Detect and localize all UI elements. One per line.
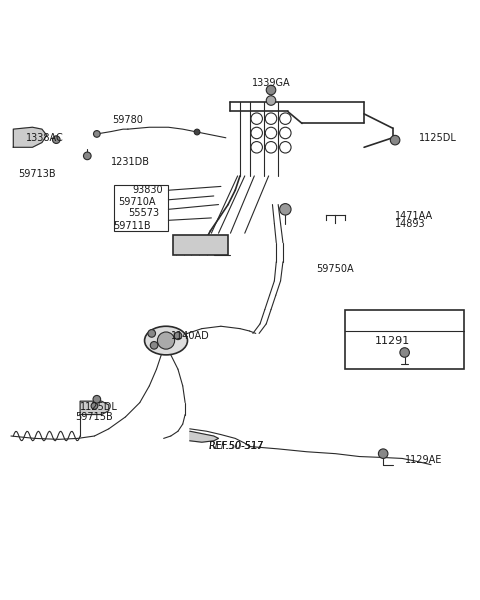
Text: 1338AC: 1338AC — [25, 133, 63, 143]
Circle shape — [157, 332, 175, 349]
Bar — [173, 235, 228, 254]
Circle shape — [378, 449, 388, 458]
Circle shape — [52, 136, 60, 143]
Text: 1231DB: 1231DB — [111, 157, 150, 167]
Text: REF.50-517: REF.50-517 — [209, 440, 264, 451]
Text: 59710A: 59710A — [118, 197, 156, 207]
Circle shape — [93, 395, 101, 403]
Circle shape — [174, 332, 182, 340]
Text: 11291: 11291 — [375, 335, 410, 346]
Text: 59750A: 59750A — [316, 264, 354, 274]
Circle shape — [194, 129, 200, 135]
Text: 1125DL: 1125DL — [419, 133, 457, 143]
Text: REF.50-517: REF.50-517 — [209, 440, 264, 451]
Text: 59711B: 59711B — [114, 221, 151, 231]
Circle shape — [91, 403, 98, 409]
Circle shape — [94, 131, 100, 137]
Text: 1129AE: 1129AE — [405, 455, 442, 465]
Circle shape — [280, 203, 291, 215]
Text: 1339GA: 1339GA — [252, 78, 290, 88]
Circle shape — [266, 96, 276, 105]
Text: 1125DL: 1125DL — [80, 403, 118, 412]
Circle shape — [390, 136, 400, 145]
Polygon shape — [190, 431, 218, 442]
Text: 59780: 59780 — [112, 115, 144, 125]
Circle shape — [150, 341, 158, 349]
Bar — [114, 185, 168, 231]
Ellipse shape — [144, 326, 188, 355]
Text: 1471AA: 1471AA — [395, 211, 433, 221]
Text: 14893: 14893 — [395, 218, 426, 229]
Bar — [345, 310, 464, 369]
Text: 93830: 93830 — [132, 185, 163, 195]
Polygon shape — [80, 401, 109, 415]
Circle shape — [266, 85, 276, 95]
Text: 59713B: 59713B — [18, 169, 56, 179]
Text: 55573: 55573 — [128, 208, 159, 218]
Text: 59715B: 59715B — [75, 412, 113, 422]
Polygon shape — [13, 127, 47, 147]
Circle shape — [148, 329, 156, 337]
Circle shape — [400, 348, 409, 357]
Text: 1140AD: 1140AD — [171, 331, 210, 341]
Circle shape — [84, 152, 91, 160]
